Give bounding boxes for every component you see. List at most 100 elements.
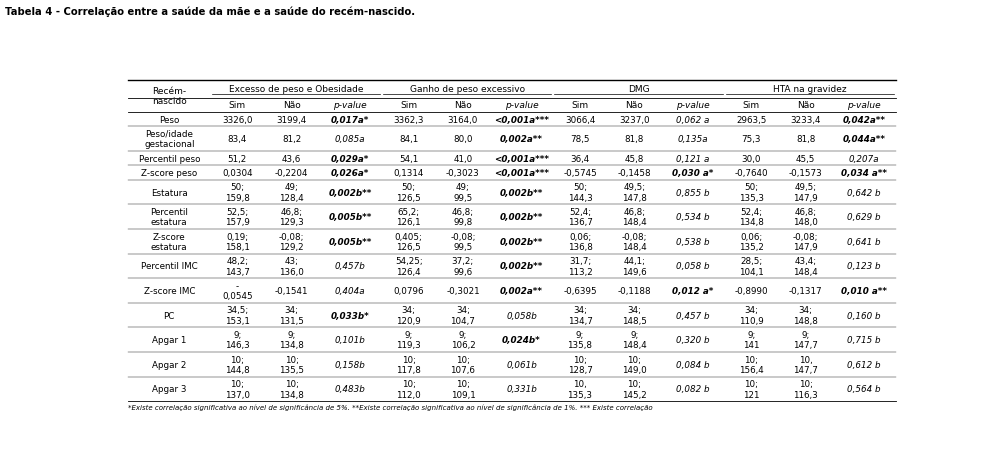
- Text: 9;
135,8: 9; 135,8: [568, 330, 593, 350]
- Text: 0,457b: 0,457b: [335, 262, 366, 271]
- Text: 0,642 b: 0,642 b: [848, 188, 880, 197]
- Text: 0,404a: 0,404a: [335, 287, 366, 295]
- Text: 10;
117,8: 10; 117,8: [396, 355, 421, 374]
- Text: <0,001a***: <0,001a***: [494, 115, 549, 124]
- Text: Z-score
estatura: Z-score estatura: [151, 232, 187, 251]
- Text: 50;
135,3: 50; 135,3: [739, 183, 764, 202]
- Text: 34;
134,7: 34; 134,7: [568, 306, 593, 325]
- Text: -0,3023: -0,3023: [446, 169, 480, 178]
- Text: 0,005b**: 0,005b**: [329, 238, 372, 246]
- Text: 43;
136,0: 43; 136,0: [279, 257, 304, 276]
- Text: 34;
110,9: 34; 110,9: [739, 306, 764, 325]
- Text: -0,6395: -0,6395: [563, 287, 597, 295]
- Text: 49,5;
147,8: 49,5; 147,8: [622, 183, 646, 202]
- Text: 10;
134,8: 10; 134,8: [279, 379, 304, 399]
- Text: -0,1317: -0,1317: [789, 287, 823, 295]
- Text: Percentil IMC: Percentil IMC: [140, 262, 197, 271]
- Text: Recém-
nascido: Recém- nascido: [151, 87, 186, 106]
- Text: 0,082 b: 0,082 b: [676, 385, 709, 394]
- Text: 9;
106,2: 9; 106,2: [450, 330, 475, 350]
- Text: -0,2204: -0,2204: [275, 169, 309, 178]
- Text: 0,029a*: 0,029a*: [331, 154, 370, 163]
- Text: Estatura: Estatura: [150, 188, 187, 197]
- Text: -0,1188: -0,1188: [618, 287, 651, 295]
- Text: 0,044a**: 0,044a**: [843, 135, 885, 144]
- Text: 81,2: 81,2: [282, 135, 301, 144]
- Text: 65,2;
126,1: 65,2; 126,1: [396, 207, 421, 227]
- Text: 9;
134,8: 9; 134,8: [279, 330, 304, 350]
- Text: 10;
156,4: 10; 156,4: [739, 355, 764, 374]
- Text: 0,0796: 0,0796: [393, 287, 424, 295]
- Text: 0,564 b: 0,564 b: [848, 385, 880, 394]
- Text: Tabela 4 - Correlação entre a saúde da mãe e a saúde do recém-nascido.: Tabela 4 - Correlação entre a saúde da m…: [5, 7, 415, 18]
- Text: 0,024b*: 0,024b*: [502, 336, 541, 344]
- Text: 10;
145,2: 10; 145,2: [622, 379, 646, 399]
- Text: 0,19;
158,1: 0,19; 158,1: [225, 232, 250, 251]
- Text: 0,002b**: 0,002b**: [500, 238, 543, 246]
- Text: 0,135a: 0,135a: [677, 135, 708, 144]
- Text: 37,2;
99,6: 37,2; 99,6: [452, 257, 474, 276]
- Text: <0,001a***: <0,001a***: [494, 169, 549, 178]
- Text: Não: Não: [283, 101, 301, 110]
- Text: 34;
148,5: 34; 148,5: [622, 306, 646, 325]
- Text: 83,4: 83,4: [228, 135, 247, 144]
- Text: 10,
147,7: 10, 147,7: [793, 355, 818, 374]
- Text: 0,320 b: 0,320 b: [676, 336, 709, 344]
- Text: 0,085a: 0,085a: [335, 135, 366, 144]
- Text: 0,855 b: 0,855 b: [676, 188, 709, 197]
- Text: 0,058 b: 0,058 b: [676, 262, 709, 271]
- Text: 81,8: 81,8: [796, 135, 816, 144]
- Text: 0,612 b: 0,612 b: [848, 360, 880, 369]
- Text: 9;
147,7: 9; 147,7: [793, 330, 818, 350]
- Text: 9;
141: 9; 141: [743, 330, 760, 350]
- Text: 34;
120,9: 34; 120,9: [396, 306, 421, 325]
- Text: Não: Não: [797, 101, 815, 110]
- Text: 0,002a**: 0,002a**: [500, 135, 543, 144]
- Text: 54,1: 54,1: [399, 154, 418, 163]
- Text: 46,8;
99,8: 46,8; 99,8: [452, 207, 474, 227]
- Text: 34;
148,8: 34; 148,8: [793, 306, 818, 325]
- Text: -0,1541: -0,1541: [275, 287, 309, 295]
- Text: 3164,0: 3164,0: [448, 115, 478, 124]
- Text: 41,0: 41,0: [453, 154, 472, 163]
- Text: -0,3021: -0,3021: [446, 287, 480, 295]
- Text: Apgar 2: Apgar 2: [152, 360, 186, 369]
- Text: 0,715 b: 0,715 b: [848, 336, 880, 344]
- Text: 45,8: 45,8: [624, 154, 644, 163]
- Text: 43,4;
148,4: 43,4; 148,4: [793, 257, 818, 276]
- Text: 46,8;
129,3: 46,8; 129,3: [279, 207, 304, 227]
- Text: 0,042a**: 0,042a**: [843, 115, 885, 124]
- Text: 84,1: 84,1: [399, 135, 418, 144]
- Text: p-value: p-value: [676, 101, 709, 110]
- Text: 3362,3: 3362,3: [393, 115, 424, 124]
- Text: 0,084 b: 0,084 b: [676, 360, 709, 369]
- Text: 43,6: 43,6: [282, 154, 301, 163]
- Text: 0,026a*: 0,026a*: [331, 169, 370, 178]
- Text: 3237,0: 3237,0: [619, 115, 649, 124]
- Text: 52,5;
157,9: 52,5; 157,9: [225, 207, 250, 227]
- Text: 0,030 a*: 0,030 a*: [672, 169, 713, 178]
- Text: 0,012 a*: 0,012 a*: [672, 287, 713, 295]
- Text: Sim: Sim: [572, 101, 589, 110]
- Text: 0,005b**: 0,005b**: [329, 213, 372, 222]
- Text: 46,8;
148,0: 46,8; 148,0: [793, 207, 818, 227]
- Text: Z-score peso: Z-score peso: [141, 169, 197, 178]
- Text: 9;
146,3: 9; 146,3: [225, 330, 250, 350]
- Text: 10;
137,0: 10; 137,0: [225, 379, 250, 399]
- Text: 0,457 b: 0,457 b: [676, 311, 709, 320]
- Text: Apgar 1: Apgar 1: [152, 336, 186, 344]
- Text: HTA na gravidez: HTA na gravidez: [773, 85, 847, 94]
- Text: 0,331b: 0,331b: [506, 385, 537, 394]
- Text: 49;
99,5: 49; 99,5: [453, 183, 472, 202]
- Text: Percentil peso: Percentil peso: [138, 154, 200, 163]
- Text: 10;
121: 10; 121: [743, 379, 760, 399]
- Text: 0,033b*: 0,033b*: [331, 311, 370, 320]
- Text: 0,002b**: 0,002b**: [500, 213, 543, 222]
- Text: 10;
107,6: 10; 107,6: [450, 355, 475, 374]
- Text: 78,5: 78,5: [571, 135, 590, 144]
- Text: Z-score IMC: Z-score IMC: [143, 287, 195, 295]
- Text: 0,121 a: 0,121 a: [676, 154, 709, 163]
- Text: 10,
135,3: 10, 135,3: [568, 379, 593, 399]
- Text: Apgar 3: Apgar 3: [152, 385, 186, 394]
- Text: Sim: Sim: [229, 101, 246, 110]
